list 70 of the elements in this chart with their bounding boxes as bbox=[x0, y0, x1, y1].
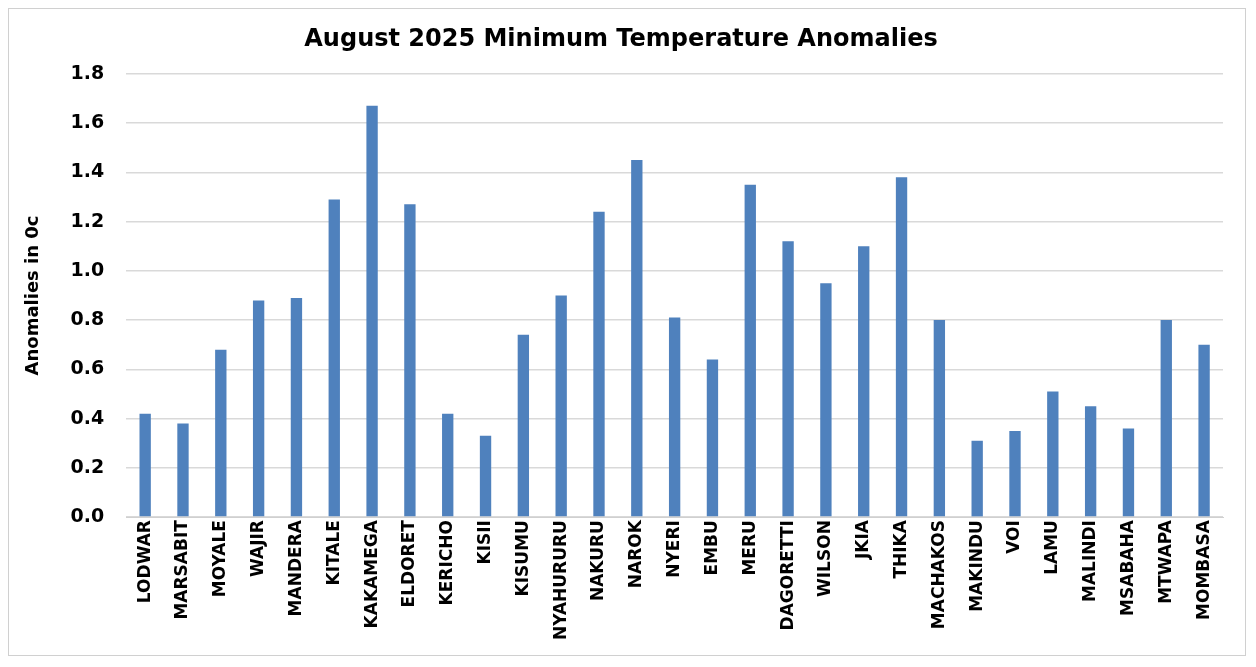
bar bbox=[555, 295, 567, 517]
bar bbox=[1009, 430, 1021, 517]
x-tick-label: MARSABIT bbox=[171, 519, 192, 620]
x-tick-label: VOI bbox=[1003, 520, 1024, 554]
bar bbox=[404, 204, 416, 517]
x-tick-label: NYERI bbox=[663, 520, 684, 578]
x-tick-label: JKIA bbox=[852, 519, 873, 561]
bar bbox=[1198, 344, 1210, 517]
x-tick-label: THIKA bbox=[889, 519, 910, 579]
bar bbox=[442, 413, 454, 517]
bar bbox=[1122, 428, 1135, 517]
bar bbox=[328, 199, 340, 517]
x-tick-label: MERU bbox=[738, 520, 759, 576]
bar bbox=[215, 349, 227, 517]
bar bbox=[252, 300, 265, 517]
bar bbox=[744, 184, 756, 517]
y-tick-label: 1.6 bbox=[70, 109, 105, 132]
bar bbox=[290, 297, 303, 517]
x-tick-label: KISUMU bbox=[511, 520, 532, 597]
bar bbox=[631, 160, 643, 517]
bar bbox=[1084, 406, 1097, 517]
x-tick-label: LAMU bbox=[1041, 520, 1062, 575]
x-tick-label: LODWAR bbox=[133, 520, 154, 604]
x-tick-label: MOYALE bbox=[209, 520, 230, 598]
bar bbox=[1160, 320, 1172, 517]
y-tick-label: 0.0 bbox=[70, 504, 105, 527]
y-axis-title: Anomalies in 0c bbox=[21, 215, 43, 376]
y-tick-label: 1.8 bbox=[70, 60, 105, 83]
y-tick-label: 1.0 bbox=[70, 257, 105, 280]
x-tick-label: KERICHO bbox=[436, 520, 457, 606]
x-tick-label: WAJIR bbox=[247, 520, 268, 577]
bar bbox=[668, 317, 681, 517]
x-tick-label: MANDERA bbox=[284, 519, 305, 617]
x-tick-label: DAGORETTI bbox=[776, 520, 797, 631]
y-tick-label: 1.2 bbox=[70, 208, 105, 231]
x-tick-label: KISII bbox=[473, 520, 494, 565]
bar bbox=[593, 211, 605, 517]
x-tick-label: ELDORET bbox=[398, 519, 419, 608]
bar bbox=[479, 435, 492, 517]
x-tick-label: MTWAPA bbox=[1154, 519, 1175, 604]
y-tick-label: 0.2 bbox=[70, 454, 105, 477]
x-tick-label: MACHAKOS bbox=[927, 520, 948, 630]
bar bbox=[971, 440, 983, 517]
x-tick-label: NAKURU bbox=[587, 520, 608, 602]
bar bbox=[139, 413, 151, 517]
x-tick-label: KITALE bbox=[322, 520, 343, 586]
x-tick-label: NAROK bbox=[625, 519, 646, 589]
bar bbox=[1047, 391, 1059, 517]
x-tick-label: MALINDI bbox=[1079, 520, 1100, 603]
bar bbox=[820, 283, 832, 517]
x-tick-label: NYAHURURU bbox=[549, 520, 570, 640]
y-tick-label: 1.4 bbox=[70, 159, 105, 182]
y-tick-label: 0.6 bbox=[70, 356, 105, 379]
bar bbox=[858, 246, 870, 517]
x-tick-label: MSABAHA bbox=[1116, 519, 1137, 616]
x-tick-label: EMBU bbox=[700, 520, 721, 576]
x-tick-label: MAKINDU bbox=[965, 520, 986, 612]
bar bbox=[366, 105, 378, 517]
bar bbox=[782, 241, 794, 517]
x-tick-label: MOMBASA bbox=[1192, 519, 1213, 620]
bar bbox=[933, 320, 946, 517]
x-tick-label: KAKAMEGA bbox=[360, 519, 381, 629]
chart-title: August 2025 Minimum Temperature Anomalies bbox=[304, 23, 938, 52]
bar bbox=[706, 359, 719, 517]
y-tick-label: 0.8 bbox=[70, 307, 105, 330]
bar bbox=[177, 423, 189, 517]
x-tick-label: WILSON bbox=[814, 520, 835, 597]
bar bbox=[895, 177, 908, 517]
bar bbox=[517, 334, 530, 517]
y-tick-label: 0.4 bbox=[70, 405, 105, 428]
